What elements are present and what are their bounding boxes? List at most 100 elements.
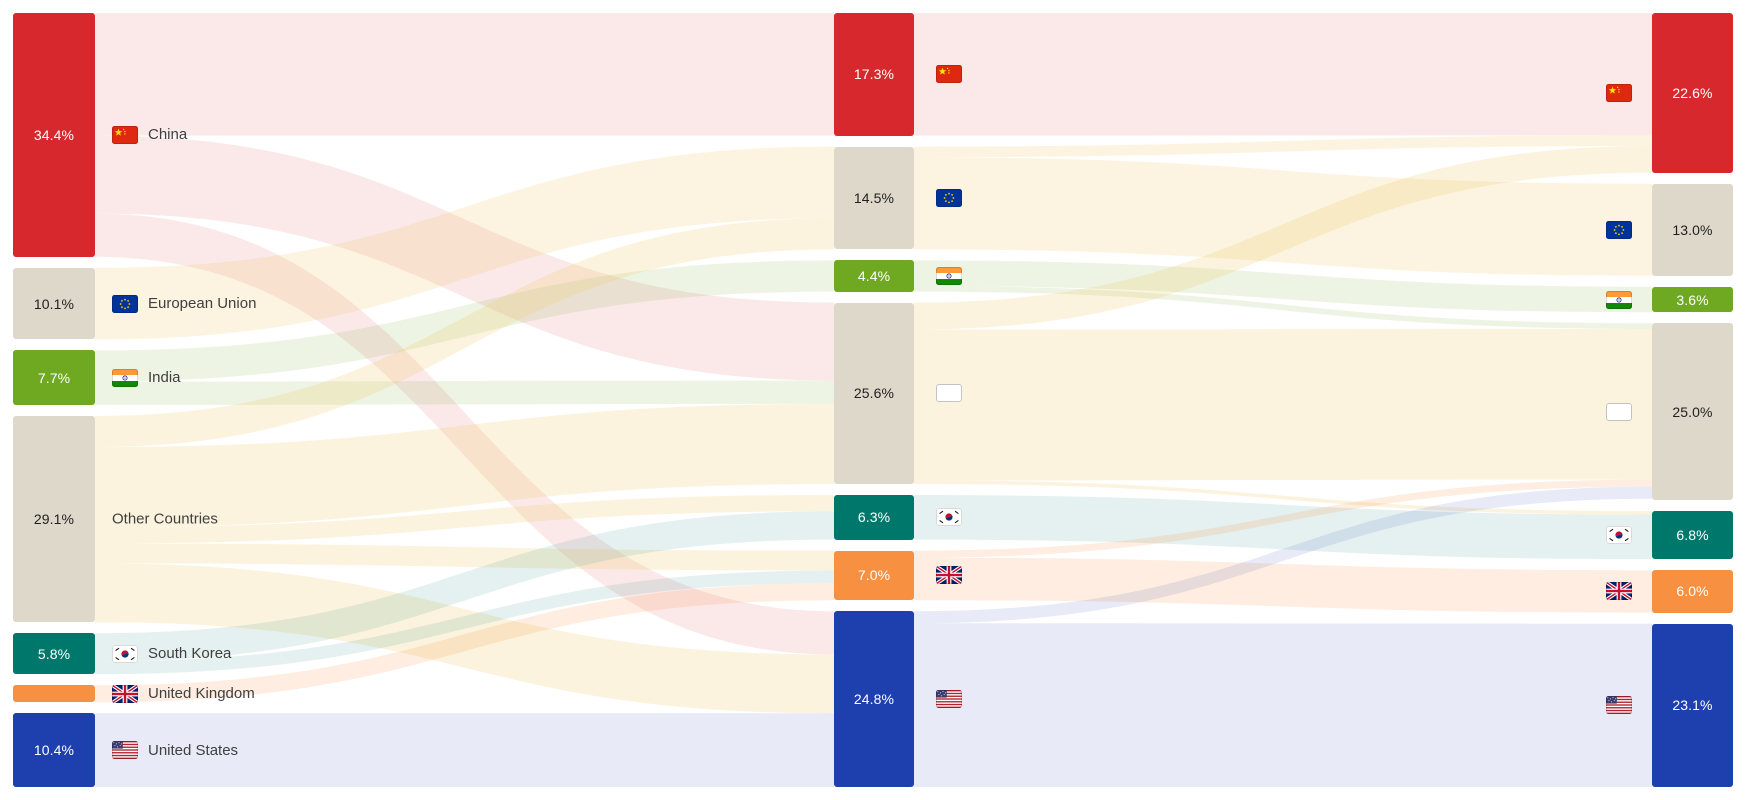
sankey-flow-in-to-in	[95, 260, 834, 382]
country-label-eu: European Union	[112, 294, 257, 313]
flag-marker-middle-other	[936, 384, 962, 403]
node-value-label: 6.3%	[857, 509, 891, 526]
node-value-label: 29.1%	[33, 510, 75, 527]
sankey-node-middle-in: 4.4%	[834, 260, 914, 292]
sankey-flow-cn-to-us	[95, 213, 834, 655]
sankey-flow-cn-to-cn	[914, 13, 1652, 136]
in-flag-icon	[1606, 290, 1632, 309]
sankey-node-left-gb	[13, 685, 95, 703]
country-name: United States	[148, 741, 239, 759]
sankey-flow-eu-to-cn	[914, 135, 1652, 158]
node-value-label: 13.0%	[1672, 221, 1713, 238]
country-name: European Union	[148, 295, 257, 313]
sankey-flow-gb-to-other	[914, 479, 1652, 558]
node-value-label: 4.4%	[857, 267, 891, 284]
country-name: Other Countries	[112, 510, 218, 528]
sankey-flow-eu-to-eu	[95, 146, 834, 340]
sankey-node-right-in: 3.6%	[1652, 286, 1733, 313]
us-flag-icon	[1606, 696, 1632, 715]
eu-flag-icon	[112, 294, 138, 313]
sankey-flow-other-to-kr	[914, 480, 1652, 515]
sankey-flow-cn-to-cn	[95, 13, 834, 136]
sankey-flow-kr-to-gb	[95, 570, 834, 675]
gb-flag-icon	[936, 566, 962, 585]
node-value-label: 3.6%	[1676, 291, 1709, 308]
gb-flag-icon	[1606, 582, 1632, 601]
sankey-node-left-in: 7.7%	[13, 350, 95, 405]
sankey-flow-other-to-other	[914, 328, 1652, 481]
sankey-node-right-eu: 13.0%	[1652, 183, 1733, 276]
flag-marker-middle-in	[936, 267, 962, 285]
sankey-node-right-us: 23.1%	[1652, 623, 1733, 787]
flag-marker-right-other	[1606, 402, 1632, 421]
flag-marker-middle-gb	[936, 566, 962, 585]
sankey-node-middle-cn: 17.3%	[834, 13, 914, 136]
gb-flag-icon	[112, 684, 138, 703]
country-label-cn: China	[112, 125, 187, 144]
us-flag-icon	[936, 690, 962, 709]
sankey-flow-kr-to-kr	[914, 495, 1652, 560]
sankey-flow-gb-to-gb	[914, 557, 1652, 613]
sankey-node-left-other: 29.1%	[13, 415, 95, 623]
cn-flag-icon	[936, 65, 962, 84]
sankey-node-middle-us: 24.8%	[834, 611, 914, 787]
sankey-flow-us-to-us	[95, 713, 834, 787]
eu-flag-icon	[936, 189, 962, 207]
node-value-label: 10.4%	[33, 742, 75, 759]
sankey-flow-other-to-us	[95, 563, 834, 714]
flag-marker-right-gb	[1606, 582, 1632, 601]
sankey-flow-us-to-other	[914, 486, 1652, 624]
node-value-label: 6.0%	[1676, 583, 1709, 600]
sankey-node-middle-eu: 14.5%	[834, 146, 914, 250]
other-flag-icon	[1606, 402, 1632, 421]
country-label-gb: United Kingdom	[112, 684, 255, 703]
other-flag-icon	[936, 384, 962, 403]
flag-marker-middle-us	[936, 690, 962, 709]
node-value-label: 7.0%	[857, 567, 891, 584]
sankey-flow-other-to-eu	[95, 218, 834, 448]
flag-marker-right-in	[1606, 290, 1632, 309]
sankey-node-right-cn: 22.6%	[1652, 13, 1733, 173]
flag-marker-middle-kr	[936, 508, 962, 527]
flag-marker-middle-eu	[936, 189, 962, 207]
country-label-other: Other Countries	[112, 511, 218, 528]
country-label-us: United States	[112, 741, 239, 760]
node-value-label: 22.6%	[1672, 84, 1713, 101]
sankey-flow-us-to-us	[914, 623, 1652, 787]
sankey-node-right-kr: 6.8%	[1652, 511, 1733, 560]
sankey-flow-eu-to-eu	[914, 157, 1652, 276]
sankey-node-right-gb: 6.0%	[1652, 570, 1733, 613]
in-flag-icon	[112, 368, 138, 387]
us-flag-icon	[112, 741, 138, 760]
country-name: South Korea	[148, 645, 232, 663]
node-value-label: 7.7%	[37, 369, 71, 386]
node-value-label: 10.1%	[33, 295, 75, 312]
node-value-label: 6.8%	[1676, 527, 1709, 544]
sankey-node-left-us: 10.4%	[13, 713, 95, 787]
node-value-label: 5.8%	[37, 645, 71, 662]
sankey-flow-in-to-in	[914, 260, 1652, 313]
sankey-flow-in-to-other	[95, 380, 834, 405]
sankey-node-left-cn: 34.4%	[13, 13, 95, 257]
node-value-label: 17.3%	[853, 66, 895, 83]
kr-flag-icon	[112, 644, 138, 663]
kr-flag-icon	[1606, 526, 1632, 545]
cn-flag-icon	[112, 125, 138, 144]
node-value-label: 34.4%	[33, 126, 75, 143]
sankey-flow-other-to-cn	[914, 146, 1652, 330]
in-flag-icon	[936, 267, 962, 285]
sankey-node-right-other: 25.0%	[1652, 323, 1733, 501]
sankey-flow-kr-to-kr	[95, 511, 834, 662]
sankey-node-left-kr: 5.8%	[13, 633, 95, 675]
sankey-flow-other-to-gb	[95, 543, 834, 571]
sankey-node-middle-gb: 7.0%	[834, 550, 914, 601]
node-value-label: 24.8%	[853, 691, 895, 708]
kr-flag-icon	[936, 508, 962, 527]
country-name: United Kingdom	[148, 685, 255, 703]
country-name: India	[148, 369, 181, 387]
sankey-node-left-eu: 10.1%	[13, 267, 95, 340]
node-value-label: 14.5%	[853, 189, 895, 206]
sankey-flow-cn-to-other	[95, 135, 834, 381]
